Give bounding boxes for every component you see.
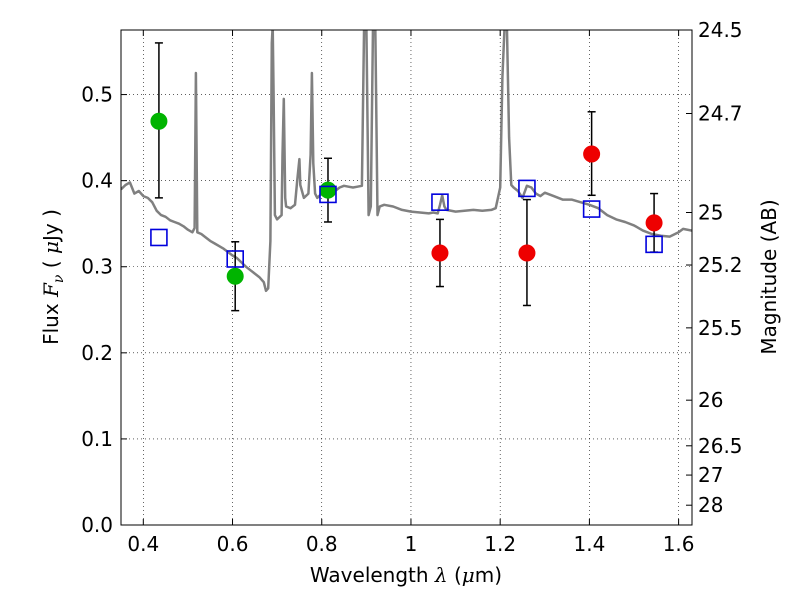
model-point [645, 235, 663, 254]
right-tick-label: 25 [698, 201, 723, 225]
right-tick-label: 25.5 [698, 316, 743, 340]
model-point [518, 179, 536, 198]
data-point [518, 244, 536, 262]
x-tick-label: 0.4 [127, 532, 159, 556]
right-tick-label: 26.5 [698, 434, 743, 458]
y-tick-label: 0.2 [81, 341, 113, 365]
x-tick-label: 0.6 [217, 532, 249, 556]
y-tick-label: 0.1 [81, 427, 113, 451]
x-axis-label: Wavelength λ (μm) [310, 563, 502, 587]
right-tick-label: 24.7 [698, 102, 743, 126]
model-point [150, 228, 168, 247]
right-tick-label: 26 [698, 388, 723, 412]
right-tick-label: 28 [698, 493, 723, 517]
model-point [582, 200, 601, 218]
data-point [319, 181, 337, 199]
marker-layer [150, 42, 663, 312]
x-tick-label: 1 [405, 532, 418, 556]
model-point [431, 193, 449, 211]
x-tick-label: 1.4 [573, 532, 605, 556]
data-point [645, 214, 663, 232]
ticks: 0.4 0.6 0.8 1 1.2 1.4 1.6 0.0 0.1 0.2 0.3 0.4 0.5 24.… [81, 18, 742, 556]
data-point [150, 112, 168, 130]
model-point [226, 250, 244, 268]
data-point [431, 244, 449, 262]
plot-background [121, 30, 692, 525]
data-point [583, 145, 601, 163]
y-tick-label: 0.5 [81, 83, 113, 107]
y-tick-label: 0.3 [81, 255, 113, 279]
x-tick-label: 0.8 [306, 532, 338, 556]
right-tick-label: 25.2 [698, 253, 743, 277]
right-axis-label: Magnitude (AB) [757, 199, 781, 354]
data-point [226, 267, 244, 285]
y-tick-label: 0.4 [81, 169, 113, 193]
x-tick-label: 1.2 [484, 532, 516, 556]
plot-frame [120, 29, 693, 526]
model-point [319, 185, 337, 204]
y-tick-label: 0.0 [81, 513, 113, 537]
right-tick-label: 27 [698, 463, 723, 487]
right-tick-label: 24.5 [698, 18, 743, 42]
x-tick-label: 1.6 [663, 532, 695, 556]
y-axis-label: Flux Fν ( μJy ) [39, 209, 67, 345]
grid [121, 30, 692, 525]
